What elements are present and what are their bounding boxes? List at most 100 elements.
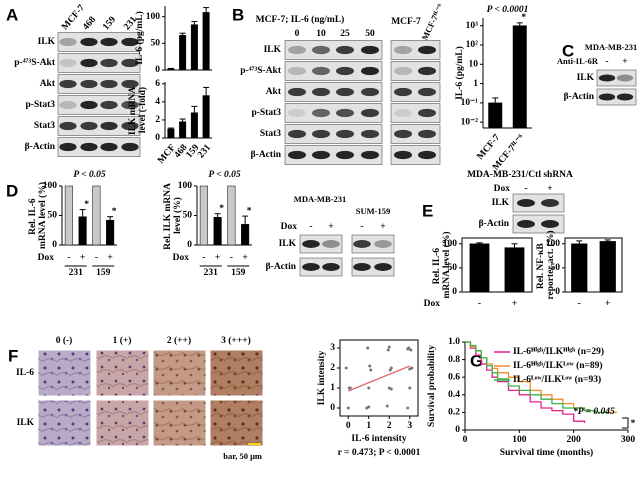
blot-band: [541, 199, 559, 207]
y-tick-label: 10⁻¹: [461, 98, 479, 108]
lane-label: 50: [365, 29, 375, 39]
x-tick-label: -: [578, 299, 581, 309]
blot-band: [336, 45, 354, 55]
blot-title: MCF-7; IL-6 (ng/mL): [256, 14, 345, 25]
bar: [92, 185, 101, 246]
blot-band: [288, 129, 306, 139]
significance-star: *: [84, 200, 89, 210]
blot-band: [616, 74, 634, 82]
blot-row-label: p-Stat3: [25, 100, 55, 110]
y-tick-label: 100: [178, 181, 193, 191]
micrograph: [37, 399, 92, 447]
x-tick-label: +: [512, 299, 517, 309]
micrograph: [209, 399, 264, 447]
blot-band: [312, 45, 330, 55]
x-axis-label: Dox: [38, 253, 55, 263]
blot-row-label: β-Actin: [251, 150, 282, 160]
blot-band: [418, 45, 436, 55]
column-label: 2 (++): [167, 335, 191, 346]
y-tick-label: 0: [555, 287, 560, 297]
micrograph: [152, 349, 207, 397]
group-label: 159: [96, 268, 111, 278]
legend-label: IL-6ᴸᵒʷ/ILKᴸᵒʷ (n=93): [513, 374, 601, 385]
y-tick-label: 0: [455, 425, 460, 435]
significance-star: *: [631, 419, 636, 429]
group-label: 159: [231, 268, 246, 278]
blot-row-label: ILK: [264, 45, 282, 55]
scatter-point: [386, 348, 390, 352]
blot-band: [59, 100, 77, 110]
scatter-point: [408, 386, 412, 390]
y-tick-label: 0.4: [448, 390, 460, 400]
annotation: P < 0.05: [208, 170, 240, 180]
survival-curve: [465, 341, 586, 423]
bar: [241, 224, 250, 246]
blot-band: [322, 240, 340, 248]
x-tick-label: -: [95, 253, 98, 263]
label-line: level (%): [172, 197, 183, 234]
blot-band: [361, 45, 379, 55]
bar: [227, 185, 236, 246]
scatter-point: [368, 364, 372, 368]
blot-strip: [596, 69, 637, 87]
cell-line: MDA-MB-231: [585, 42, 637, 52]
y-tick-label: 50: [151, 39, 161, 49]
label-line: Rel. IL-6: [432, 246, 442, 285]
y-axis-label: IL-6 (pg/mL): [134, 11, 145, 65]
panel-label: D: [6, 181, 18, 200]
x-tick-label: 231: [196, 143, 213, 161]
y-tick-label: 0: [330, 403, 335, 413]
significance-star: *: [247, 206, 252, 216]
scatter-point: [387, 345, 391, 349]
scatter-point: [408, 367, 412, 371]
blot-band: [121, 79, 139, 89]
blot-band: [302, 240, 320, 248]
legend-label: IL-6ᴴⁱᵍʰ/ILKᴴⁱᵍʰ (n=29): [513, 345, 604, 357]
y-tick-label: 3: [330, 343, 335, 353]
x-tick-label: +: [605, 299, 610, 309]
blot-strip: [299, 257, 343, 277]
blot-row-label: ILK: [279, 239, 297, 249]
lane-label: +: [547, 184, 552, 194]
y-tick-label: 100: [146, 12, 161, 22]
scatter-point: [406, 406, 410, 410]
y-tick-label: 4: [155, 97, 160, 107]
scatter-point: [388, 368, 392, 372]
blot-band: [374, 240, 392, 248]
x-tick-label: -: [478, 299, 481, 309]
y-axis-label: IL-6 (pg/mL): [454, 46, 465, 100]
scatter-point: [347, 386, 351, 390]
y-axis-label: Rel. NF-κB reporter act. (%): [536, 230, 556, 299]
blot-band: [121, 58, 139, 68]
blot-row-label: Akt: [40, 79, 56, 89]
bar: [488, 102, 503, 129]
blot-row-label: β-Actin: [25, 142, 56, 152]
bar: [106, 219, 115, 246]
y-tick-label: 0.6: [448, 372, 460, 382]
blot-band: [394, 129, 412, 139]
y-tick-label: 0: [52, 240, 57, 250]
blot-band: [353, 240, 371, 248]
lane-label: -: [524, 184, 527, 194]
blot-band: [59, 37, 77, 47]
bar: [179, 35, 187, 71]
y-tick-label: 10: [469, 59, 479, 69]
label-line: Rel. IL-6: [28, 196, 38, 235]
x-tick-label: 1: [366, 421, 371, 431]
bar: [64, 185, 73, 246]
y-tick-label: 0: [155, 133, 160, 143]
blot-strip: [390, 40, 441, 60]
blot-band: [80, 58, 98, 68]
bar: [167, 128, 175, 139]
blot-band: [288, 66, 306, 76]
y-axis-label: Rel. ILK mRNA level (%): [163, 181, 183, 250]
blot-strip: [390, 145, 441, 165]
blot-row-label: p-⁴⁷³S-Akt: [240, 66, 282, 76]
scatter-point: [385, 404, 389, 408]
y-tick-label: 50: [183, 211, 193, 221]
treatment: Anti-IL-6R: [557, 56, 599, 66]
blot-band: [418, 66, 436, 76]
blot-strip: [57, 137, 141, 157]
blot-band: [322, 263, 340, 271]
legend-label: IL-6ᴴⁱᵍʰ/ILKᴸᵒʷ (n=89): [513, 359, 603, 371]
